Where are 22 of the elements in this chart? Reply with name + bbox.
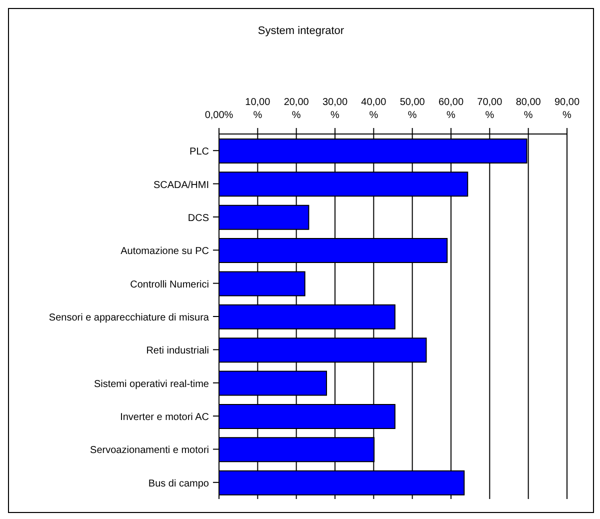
- x-tick-label: 20,00%: [284, 97, 310, 121]
- y-tick-label: Controlli Numerici: [130, 279, 209, 290]
- y-tick-label: Inverter e motori AC: [120, 412, 209, 424]
- x-tick-label: 50,00%: [400, 97, 426, 121]
- x-tick-label: 80,00%: [516, 97, 542, 121]
- y-tick-label: DCS: [188, 212, 210, 224]
- x-tick-label: 10,00%: [245, 97, 271, 121]
- y-tick-label: Servoazionamenti e motori: [90, 445, 209, 456]
- y-tick-label: Automazione su PC: [120, 246, 209, 258]
- x-tick-label: 40,00%: [361, 97, 387, 121]
- chart-title: System integrator: [256, 25, 346, 37]
- x-tick-label: 60,00%: [438, 97, 464, 121]
- y-tick-label: Bus di campo: [148, 478, 210, 490]
- x-tick-label: 30,00%: [322, 97, 348, 121]
- y-tick-label: Sistemi operativi real-time: [94, 378, 210, 390]
- y-tick-label: Reti industriali: [146, 346, 209, 357]
- y-tick-label: SCADA/HMI: [153, 180, 209, 191]
- y-tick-label: PLC: [190, 146, 209, 158]
- x-tick-label: 70,00%: [477, 97, 503, 121]
- x-tick-label: 0,00%: [204, 110, 234, 121]
- x-tick-label: 90,00%: [554, 97, 580, 121]
- y-tick-label: Sensori e apparecchiature di misura: [48, 312, 210, 324]
